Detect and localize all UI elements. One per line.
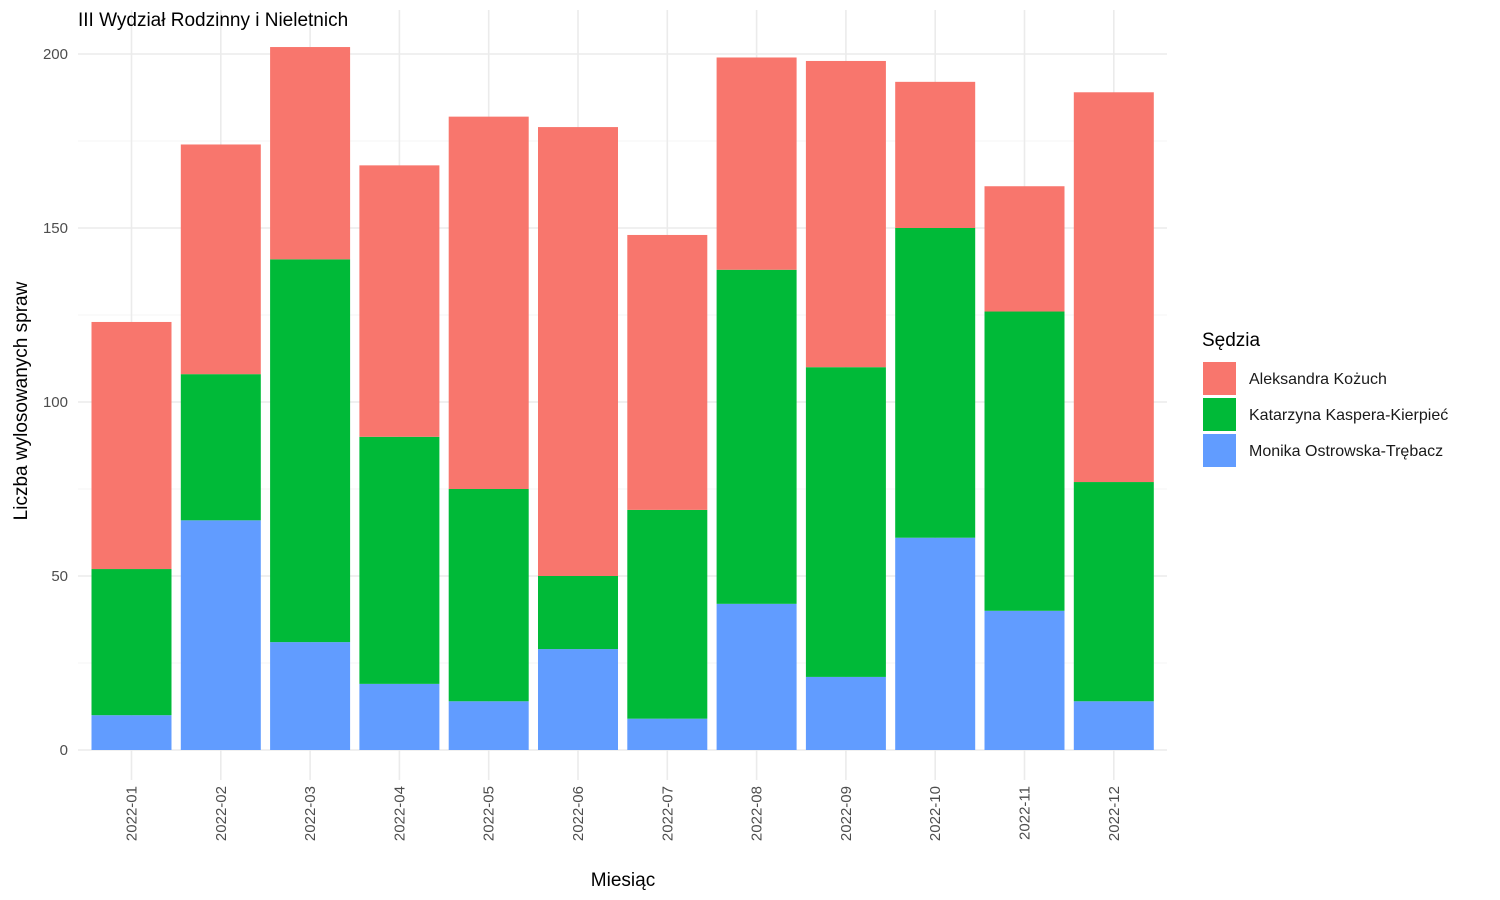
bar-segment [270, 47, 351, 260]
x-tick-label: 2022-01 [124, 786, 141, 841]
bar-segment [895, 537, 976, 750]
bar-segment [180, 144, 261, 375]
legend: Sędzia Aleksandra Kożuch Katarzyna Kasper… [1202, 330, 1448, 467]
bar-segment [91, 715, 172, 750]
bar-segment [1073, 482, 1154, 702]
bar-segment [984, 186, 1065, 312]
chart-title: III Wydział Rodzinny i Nieletnich [78, 10, 348, 31]
x-tick-label: 2022-05 [481, 786, 498, 841]
legend-label: Aleksandra Kożuch [1249, 371, 1387, 388]
bar-segment [448, 701, 529, 750]
bar-segment [1073, 92, 1154, 483]
legend-label: Katarzyna Kaspera-Kierpieć [1249, 407, 1448, 424]
bar-segment [716, 603, 797, 750]
bar-segment [448, 489, 529, 702]
x-tick-label: 2022-07 [659, 786, 676, 841]
x-axis-ticks: 2022-01 2022-02 2022-03 2022-04 2022-05 2022-… [124, 786, 1123, 841]
bar-segment [538, 649, 618, 750]
bar-segment [359, 165, 440, 437]
bar-segment [805, 60, 886, 368]
x-tick-label: 2022-06 [570, 786, 587, 841]
bar-segment [448, 116, 529, 489]
bars [91, 47, 1154, 750]
y-tick-label: 150 [43, 220, 68, 237]
legend-title: Sędzia [1202, 330, 1261, 351]
bar-segment [716, 269, 797, 604]
legend-swatch [1203, 434, 1236, 467]
y-tick-label: 100 [43, 394, 68, 411]
bar-segment [359, 683, 440, 750]
bar-segment [895, 81, 976, 228]
x-tick-label: 2022-11 [1017, 786, 1034, 840]
x-tick-label: 2022-04 [391, 786, 408, 841]
x-tick-label: 2022-08 [749, 786, 766, 841]
y-tick-label: 50 [51, 568, 68, 585]
bar-segment [1073, 701, 1154, 750]
bar-segment [538, 127, 618, 576]
bar-segment [805, 367, 886, 677]
legend-label: Monika Ostrowska-Trębacz [1249, 443, 1443, 460]
bar-segment [805, 676, 886, 750]
bar-segment [716, 57, 797, 270]
bar-segment [359, 436, 440, 684]
legend-items: Aleksandra Kożuch Katarzyna Kaspera-Kierp… [1203, 362, 1448, 467]
legend-swatch [1203, 398, 1236, 431]
bar-segment [627, 509, 708, 719]
y-tick-label: 200 [43, 46, 68, 63]
x-tick-label: 2022-09 [838, 786, 855, 841]
bar-segment [270, 259, 351, 643]
bar-segment [984, 610, 1065, 750]
y-axis-title: Liczba wylosowanych spraw [11, 281, 32, 520]
y-tick-label: 0 [60, 742, 68, 759]
x-tick-label: 2022-12 [1106, 786, 1123, 841]
y-axis-ticks: 0 50 100 150 200 [43, 46, 68, 759]
bar-segment [627, 234, 708, 510]
x-tick-label: 2022-03 [302, 786, 319, 841]
bar-segment [180, 520, 261, 750]
bar-segment [984, 311, 1065, 611]
bar-segment [270, 642, 351, 750]
bar-segment [91, 569, 172, 716]
x-tick-label: 2022-02 [213, 786, 230, 841]
bar-segment [627, 718, 708, 750]
x-tick-label: 2022-10 [927, 786, 944, 841]
bar-segment [538, 576, 618, 650]
legend-swatch [1203, 362, 1236, 395]
bar-segment [180, 374, 261, 521]
bar-segment [895, 228, 976, 538]
bar-segment [91, 321, 172, 570]
x-axis-title: Miesiąc [591, 870, 655, 891]
